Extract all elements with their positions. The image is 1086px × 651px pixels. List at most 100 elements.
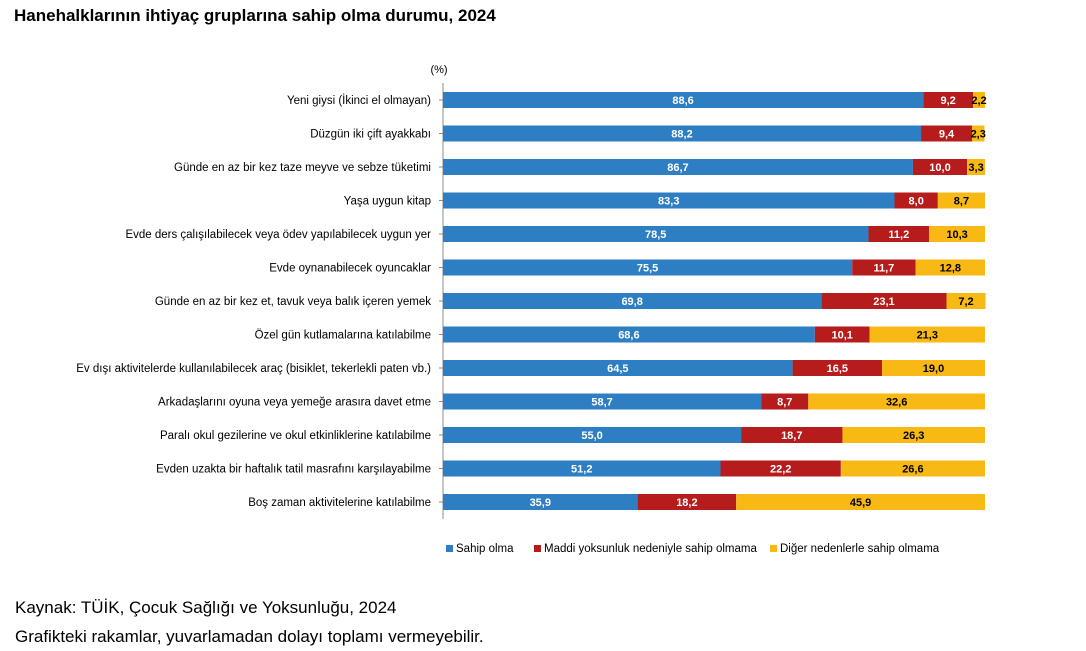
data-label: 69,8: [621, 296, 642, 308]
bar-segment: [814, 326, 870, 343]
category-label: Arkadaşlarını oyuna veya yemeğe arasıra …: [158, 397, 431, 409]
bar-segment: [937, 192, 985, 209]
data-label: 10,0: [929, 162, 950, 174]
data-label: 35,9: [530, 497, 551, 509]
bar-segment: [443, 92, 924, 108]
data-label: 26,6: [902, 464, 923, 476]
bar-segment: [736, 494, 985, 510]
legend-swatch: [534, 545, 541, 552]
data-label: 16,5: [827, 363, 848, 375]
data-label: 11,7: [874, 263, 895, 275]
bar-segment: [973, 92, 985, 108]
data-label: 88,6: [672, 95, 693, 107]
bar-segment: [443, 125, 922, 142]
bar-segment: [443, 393, 762, 410]
bar-segment: [637, 494, 737, 510]
bar-segment: [852, 259, 916, 276]
data-label: 86,7: [667, 162, 688, 174]
data-label: 32,6: [886, 397, 907, 409]
bar-segment: [808, 393, 985, 410]
rounding-note: Grafikteki rakamlar, yuvarlamadan dolayı…: [15, 627, 484, 646]
bar-segment: [946, 293, 986, 309]
category-label: Günde en az bir kez taze meyve ve sebze …: [174, 162, 431, 174]
bar-segment: [792, 360, 883, 376]
category-label: Ev dışı aktivitelerde kullanılabilecek a…: [76, 363, 431, 375]
bar-segment: [443, 494, 638, 510]
category-label: Evden uzakta bir haftalık tatil masrafın…: [156, 464, 431, 476]
bar-segment: [840, 460, 985, 477]
data-label: 26,3: [903, 430, 924, 442]
bar-segment: [923, 92, 974, 108]
bar-segment: [443, 460, 721, 477]
data-label: 68,6: [618, 330, 639, 342]
bar-segment: [929, 226, 985, 242]
legend-swatch: [770, 545, 777, 552]
data-label: 58,7: [591, 397, 612, 409]
data-label: 10,3: [946, 229, 967, 241]
data-label: 8,7: [777, 397, 792, 409]
data-label: 7,2: [958, 296, 973, 308]
data-label: 19,0: [923, 363, 944, 375]
data-label: 51,2: [571, 464, 592, 476]
bar-segment: [882, 360, 985, 376]
bar-segment: [921, 125, 972, 142]
data-label: 78,5: [645, 229, 666, 241]
bar-segment: [443, 293, 822, 309]
category-label: Yaşa uygun kitap: [344, 196, 431, 208]
data-label: 18,2: [676, 497, 697, 509]
bar-segment: [912, 159, 968, 175]
data-label: 18,7: [781, 430, 802, 442]
data-label: 88,2: [671, 129, 692, 141]
data-label: 64,5: [607, 363, 628, 375]
data-label: 45,9: [850, 497, 871, 509]
bar-segment: [443, 427, 742, 443]
data-label: 8,7: [954, 196, 969, 208]
bar-segment: [869, 326, 985, 343]
data-label: 12,8: [940, 263, 961, 275]
category-label: Özel gün kutlamalarına katılabilme: [255, 330, 431, 342]
category-label: Boş zaman aktivitelerine katılabilme: [248, 497, 431, 509]
bar-segment: [915, 259, 985, 276]
category-label: Yeni giysi (İkinci el olmayan): [287, 94, 431, 107]
bar-segment: [842, 427, 985, 443]
legend-label: Diğer nedenlerle sahip olmama: [780, 543, 940, 555]
category-label: Evde ders çalışılabilecek veya ödev yapı…: [125, 229, 431, 241]
chart-title: Hanehalklarının ihtiyaç gruplarına sahip…: [14, 6, 496, 25]
data-label: 2,3: [971, 129, 986, 141]
data-label: 23,1: [873, 296, 894, 308]
bar-segment: [720, 460, 841, 477]
data-label: 11,2: [888, 229, 909, 241]
data-label: 21,3: [917, 330, 938, 342]
bar-segment: [971, 125, 985, 142]
bar-segment: [443, 360, 793, 376]
legend-label: Maddi yoksunluk nedeniyle sahip olmama: [544, 543, 757, 555]
data-label: 75,5: [637, 263, 658, 275]
bar-segment: [443, 226, 869, 242]
data-label: 55,0: [581, 430, 602, 442]
bar-segment: [967, 159, 985, 175]
data-label: 2,2: [971, 95, 986, 107]
category-label: Paralı okul gezilerine ve okul etkinlikl…: [160, 430, 431, 442]
category-label: Günde en az bir kez et, tavuk veya balık…: [155, 296, 431, 308]
bar-segment: [443, 326, 815, 343]
data-label: 10,1: [831, 330, 852, 342]
source-note: Kaynak: TÜİK, Çocuk Sağlığı ve Yoksunluğ…: [15, 598, 397, 617]
category-label: Evde oynanabilecek oyuncaklar: [269, 263, 431, 275]
data-label: 9,4: [939, 129, 955, 141]
legend-label: Sahip olma: [456, 543, 514, 555]
data-label: 22,2: [770, 464, 791, 476]
data-label: 83,3: [658, 196, 679, 208]
legend-swatch: [446, 545, 453, 552]
data-label: 9,2: [940, 95, 955, 107]
category-label: Düzgün iki çift ayakkabı: [310, 129, 431, 141]
bar-segment: [868, 226, 930, 242]
bar-segment: [443, 159, 913, 175]
bar-segment: [443, 192, 895, 209]
bar-segment: [761, 393, 809, 410]
unit-label: (%): [430, 64, 447, 76]
bar-segment: [443, 259, 853, 276]
data-label: 8,0: [909, 196, 924, 208]
bar-segment: [894, 192, 938, 209]
bar-segment: [821, 293, 947, 309]
